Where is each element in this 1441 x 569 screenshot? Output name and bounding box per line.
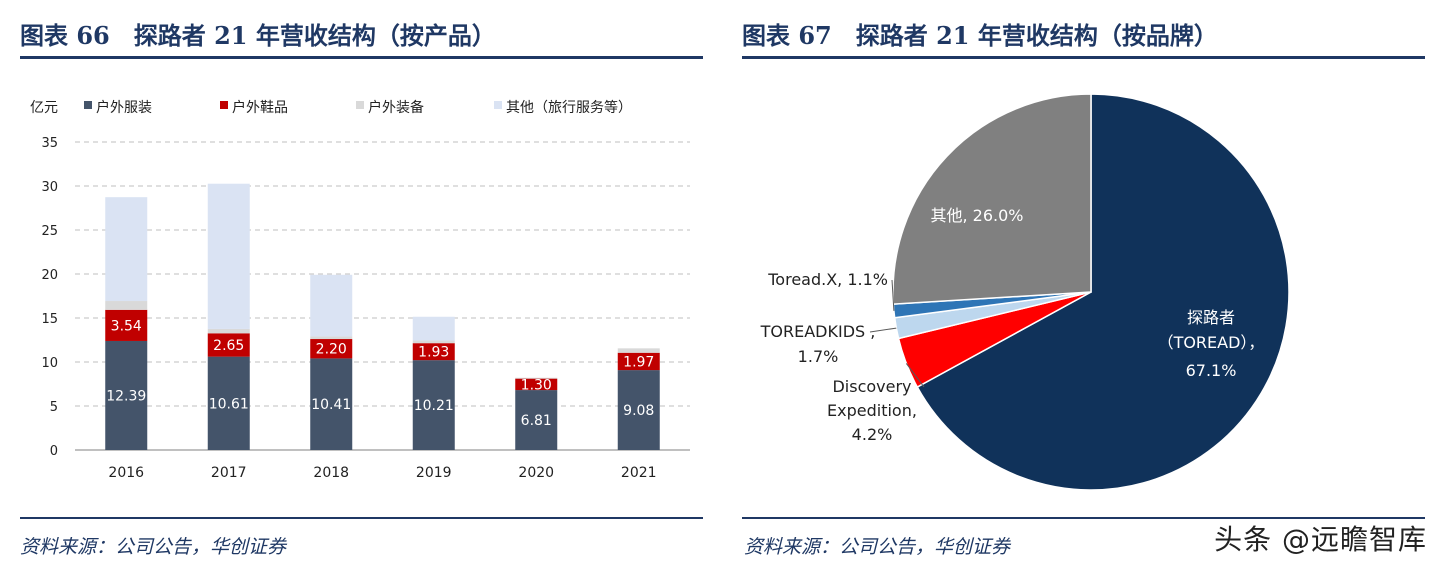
bar-segment xyxy=(617,370,660,450)
legend-label: 户外装备 xyxy=(368,99,424,116)
bar-segment xyxy=(617,348,660,353)
bar-value-label: 10.61 xyxy=(209,396,249,412)
pie-slice xyxy=(897,291,1092,389)
left-source-rule xyxy=(20,517,703,519)
left-panel-title: 图表 66 探路者 21 年营收结构（按产品） xyxy=(20,21,496,50)
pie-slice-label: 探路者 xyxy=(1187,308,1235,327)
pie-slice xyxy=(892,291,1092,319)
pie-slice-label: 67.1% xyxy=(1186,361,1237,380)
bar-value-label: 9.08 xyxy=(623,403,654,419)
watermark: 头条 @远瞻智库 xyxy=(1214,523,1427,556)
bar-segment xyxy=(207,328,250,334)
left-title-rule xyxy=(20,56,703,59)
bar-segment xyxy=(207,333,250,357)
bar-segment xyxy=(412,316,455,341)
y-tick-label: 10 xyxy=(41,356,58,371)
right-source-note: 资料来源：公司公告，华创证券 xyxy=(744,536,1011,558)
bar-segment xyxy=(310,274,353,337)
bar-value-label: 1.93 xyxy=(418,345,449,361)
y-tick-label: 30 xyxy=(41,180,58,195)
y-tick-label: 20 xyxy=(41,268,58,283)
x-tick-label: 2020 xyxy=(518,465,554,481)
bar-segment xyxy=(310,336,353,340)
legend-swatch xyxy=(356,101,364,109)
bar-segment xyxy=(207,183,250,329)
y-tick-label: 0 xyxy=(50,444,58,459)
x-tick-label: 2017 xyxy=(211,465,247,481)
right-source-rule xyxy=(742,517,1425,519)
y-tick-label: 5 xyxy=(50,400,58,415)
stacked-bar-chart: 亿元 0 5 10 15 20 25 30 35 户外服装 户外鞋品 户外装备 其他（旅行服务等） 12.… xyxy=(30,99,690,481)
bar-segment xyxy=(105,197,148,302)
bar-segment xyxy=(515,390,558,450)
bar-segment xyxy=(412,343,455,361)
bar-segment xyxy=(310,339,353,359)
bar-segment xyxy=(412,340,455,344)
pie-slice-label: Discovery xyxy=(832,377,911,396)
pie-slice-label: 1.7% xyxy=(798,347,839,366)
bar-value-label: 12.39 xyxy=(106,388,146,404)
y-tick-label: 35 xyxy=(41,136,58,151)
right-title-rule xyxy=(742,56,1425,59)
y-tick-label: 15 xyxy=(41,312,58,327)
legend-swatch xyxy=(84,101,92,109)
y-axis-unit-label: 亿元 xyxy=(30,100,58,116)
pie-slice-label: 其他, 26.0% xyxy=(930,206,1023,225)
bar-value-label: 3.54 xyxy=(111,318,142,334)
pie-slice-label: 4.2% xyxy=(852,425,893,444)
bar-segment xyxy=(515,377,558,379)
bar-value-label: 10.41 xyxy=(311,397,351,413)
pie-slice-label: TOREADKIDS , xyxy=(760,322,876,341)
x-tick-label: 2019 xyxy=(416,465,452,481)
bar-segment xyxy=(412,360,455,450)
bar-segment xyxy=(105,309,148,341)
legend-label: 户外鞋品 xyxy=(232,99,288,116)
bar-segment xyxy=(207,356,250,450)
bar-segment xyxy=(105,340,148,450)
pie-slice-label: Toread.X, 1.1% xyxy=(767,270,888,289)
bar-segment xyxy=(310,358,353,450)
pie-slice-label: （TOREAD）， xyxy=(1158,333,1265,352)
pie-slice xyxy=(893,291,1092,340)
bar-value-label: 2.65 xyxy=(213,338,244,354)
x-tick-label: 2016 xyxy=(108,465,144,481)
pie-slice-label: Expedition, xyxy=(827,401,917,420)
pie-slice xyxy=(892,93,1092,305)
bar-segment xyxy=(105,301,148,310)
bar-value-label: 1.30 xyxy=(521,377,552,393)
bar-value-label: 1.97 xyxy=(623,354,654,370)
x-tick-label: 2021 xyxy=(621,465,657,481)
pie-leader-line xyxy=(869,327,897,333)
pie-leader-line xyxy=(891,279,895,311)
bar-segment xyxy=(515,378,558,391)
legend-label: 其他（旅行服务等） xyxy=(506,99,632,116)
bar-value-label: 10.21 xyxy=(414,398,454,414)
y-tick-label: 25 xyxy=(41,224,58,239)
legend-swatch xyxy=(220,101,228,109)
legend-label: 户外服装 xyxy=(96,99,152,116)
legend-swatch xyxy=(494,101,502,109)
bar-value-label: 6.81 xyxy=(521,413,552,429)
pie-slice xyxy=(916,93,1290,491)
bar-segment xyxy=(617,352,660,371)
right-panel-title: 图表 67 探路者 21 年营收结构（按品牌） xyxy=(742,21,1218,50)
bar-value-label: 2.20 xyxy=(316,342,347,358)
x-tick-label: 2018 xyxy=(313,465,349,481)
pie-leader-line xyxy=(905,363,925,388)
left-source-note: 资料来源：公司公告，华创证券 xyxy=(20,536,287,558)
